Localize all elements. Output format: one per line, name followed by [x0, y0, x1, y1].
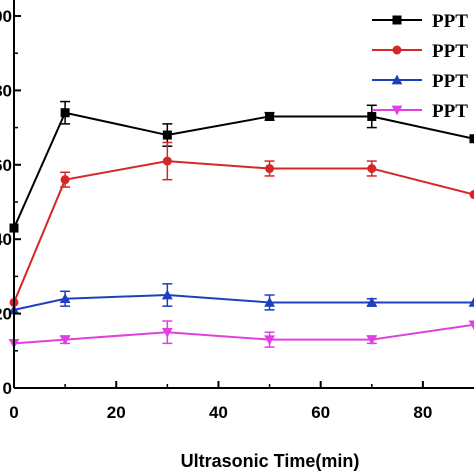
data-point: [264, 335, 275, 346]
data-point: [264, 297, 275, 307]
data-point: [469, 134, 474, 144]
data-point: [468, 320, 474, 331]
x-tick-label: 0: [9, 403, 18, 422]
y-tick-label: 20: [0, 305, 12, 324]
data-point: [366, 297, 378, 307]
series-3: [8, 283, 474, 315]
data-point: [367, 164, 377, 174]
legend-label: PPT: [432, 101, 468, 122]
axes: 0 20 40 60 80 0 20 40 60 80 100: [0, 0, 474, 422]
legend-entry-3: PPT: [372, 71, 468, 92]
data-point: [59, 293, 71, 304]
legend-marker: [392, 45, 402, 55]
y-tick-label: 0: [3, 379, 12, 398]
legend-label: PPT: [432, 71, 468, 92]
legend-entry-2: PPT: [372, 41, 468, 62]
y-tick-label: 40: [0, 230, 12, 249]
plot-area: [8, 100, 474, 349]
data-point: [60, 108, 70, 118]
series-4: [8, 320, 474, 349]
data-point: [468, 297, 474, 307]
series-1-line: [13, 111, 474, 229]
data-point: [265, 164, 275, 174]
x-tick-label: 80: [413, 403, 432, 422]
data-point: [469, 190, 474, 200]
x-tick-label: 60: [311, 403, 330, 422]
legend-label: PPT: [432, 11, 468, 32]
x-tick-label: 40: [209, 403, 228, 422]
legend-marker: [391, 105, 403, 116]
data-point: [60, 175, 70, 185]
data-point: [367, 111, 377, 121]
legend-marker: [391, 74, 403, 85]
legend: PPT PPT PPT PPT: [372, 11, 468, 122]
series-4-line: [13, 323, 474, 345]
legend-entry-4: PPT: [372, 101, 468, 122]
x-tick-label: 20: [107, 403, 126, 422]
y-tick-label: 60: [0, 156, 12, 175]
data-point: [161, 327, 173, 338]
y-tick-label: 80: [0, 81, 12, 100]
data-point: [366, 335, 378, 346]
legend-entry-1: PPT: [372, 11, 468, 32]
y-tick-label: 100: [0, 7, 12, 26]
legend-label: PPT: [432, 41, 468, 62]
data-point: [162, 156, 172, 166]
data-point: [162, 130, 172, 140]
data-point: [161, 289, 173, 300]
legend-marker: [392, 15, 402, 25]
x-axis-title: Ultrasonic Time(min): [181, 451, 360, 471]
series-2-line: [13, 160, 474, 303]
series-2: [9, 141, 474, 307]
data-point: [59, 335, 71, 346]
series-3-line: [13, 293, 474, 311]
data-point: [265, 111, 275, 121]
